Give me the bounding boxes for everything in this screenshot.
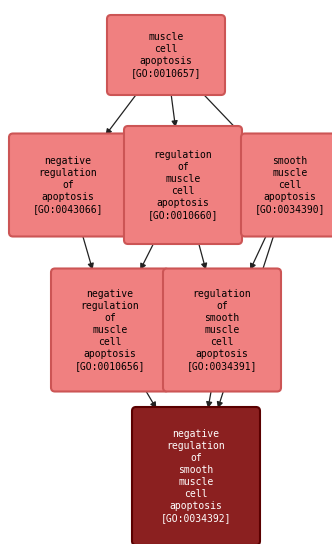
- Text: negative
regulation
of
smooth
muscle
cell
apoptosis
[GO:0034392]: negative regulation of smooth muscle cel…: [161, 429, 231, 523]
- Text: negative
regulation
of
muscle
cell
apoptosis
[GO:0010656]: negative regulation of muscle cell apopt…: [75, 289, 145, 371]
- FancyBboxPatch shape: [124, 126, 242, 244]
- Text: regulation
of
muscle
cell
apoptosis
[GO:0010660]: regulation of muscle cell apoptosis [GO:…: [148, 150, 218, 220]
- Text: negative
regulation
of
apoptosis
[GO:0043066]: negative regulation of apoptosis [GO:004…: [33, 156, 103, 214]
- Text: muscle
cell
apoptosis
[GO:0010657]: muscle cell apoptosis [GO:0010657]: [131, 32, 201, 78]
- Text: smooth
muscle
cell
apoptosis
[GO:0034390]: smooth muscle cell apoptosis [GO:0034390…: [255, 156, 325, 214]
- FancyBboxPatch shape: [132, 407, 260, 544]
- FancyBboxPatch shape: [163, 269, 281, 392]
- FancyBboxPatch shape: [9, 133, 127, 237]
- FancyBboxPatch shape: [241, 133, 332, 237]
- FancyBboxPatch shape: [51, 269, 169, 392]
- FancyBboxPatch shape: [107, 15, 225, 95]
- Text: regulation
of
smooth
muscle
cell
apoptosis
[GO:0034391]: regulation of smooth muscle cell apoptos…: [187, 289, 257, 371]
